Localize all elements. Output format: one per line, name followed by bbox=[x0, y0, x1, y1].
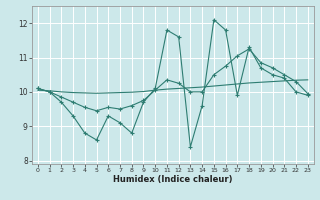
X-axis label: Humidex (Indice chaleur): Humidex (Indice chaleur) bbox=[113, 175, 233, 184]
